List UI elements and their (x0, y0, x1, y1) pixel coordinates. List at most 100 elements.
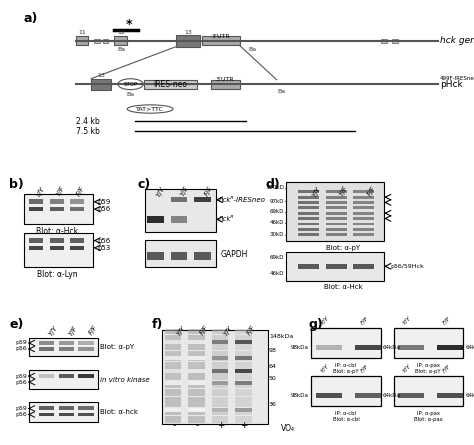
FancyBboxPatch shape (165, 381, 181, 385)
FancyBboxPatch shape (353, 190, 374, 194)
Text: p56: p56 (16, 380, 27, 384)
FancyBboxPatch shape (212, 405, 228, 407)
FancyBboxPatch shape (353, 212, 374, 215)
FancyBboxPatch shape (165, 340, 181, 342)
FancyBboxPatch shape (24, 194, 93, 224)
FancyBboxPatch shape (355, 393, 381, 398)
FancyBboxPatch shape (212, 408, 228, 410)
Text: F/F: F/F (199, 324, 210, 336)
FancyBboxPatch shape (212, 353, 228, 356)
FancyBboxPatch shape (212, 410, 228, 413)
FancyBboxPatch shape (79, 406, 94, 410)
Text: 13: 13 (184, 30, 192, 35)
FancyBboxPatch shape (353, 201, 374, 204)
Text: Ba: Ba (127, 92, 135, 97)
FancyBboxPatch shape (236, 380, 252, 383)
Text: *: * (126, 18, 132, 31)
FancyBboxPatch shape (189, 386, 205, 388)
FancyBboxPatch shape (398, 393, 424, 398)
FancyBboxPatch shape (189, 402, 205, 405)
FancyBboxPatch shape (326, 196, 347, 199)
FancyBboxPatch shape (144, 80, 197, 89)
FancyBboxPatch shape (189, 343, 205, 345)
Text: F/F: F/F (246, 324, 257, 336)
FancyBboxPatch shape (39, 341, 54, 345)
FancyBboxPatch shape (171, 197, 187, 202)
FancyBboxPatch shape (326, 217, 347, 220)
FancyBboxPatch shape (212, 386, 228, 388)
FancyBboxPatch shape (212, 408, 228, 412)
Text: p59: p59 (16, 340, 27, 345)
Text: b): b) (9, 178, 24, 191)
Text: Y/Y: Y/Y (175, 324, 187, 337)
Text: a): a) (24, 12, 38, 25)
Text: 3’UTR: 3’UTR (211, 34, 230, 39)
FancyBboxPatch shape (29, 199, 43, 204)
FancyBboxPatch shape (49, 199, 64, 204)
FancyBboxPatch shape (165, 337, 181, 340)
FancyBboxPatch shape (236, 369, 252, 373)
FancyBboxPatch shape (165, 394, 181, 396)
FancyBboxPatch shape (353, 196, 374, 199)
FancyBboxPatch shape (165, 335, 181, 337)
FancyBboxPatch shape (437, 393, 463, 398)
FancyBboxPatch shape (165, 408, 181, 410)
Text: Blot: α-Hck: Blot: α-Hck (36, 227, 79, 236)
FancyBboxPatch shape (212, 381, 228, 385)
Text: p53: p53 (97, 245, 110, 251)
FancyBboxPatch shape (236, 359, 252, 361)
FancyBboxPatch shape (189, 364, 205, 367)
FancyBboxPatch shape (194, 197, 211, 202)
FancyBboxPatch shape (189, 340, 205, 344)
Text: 97kD: 97kD (270, 198, 284, 204)
FancyBboxPatch shape (353, 217, 374, 220)
Text: 11: 11 (78, 30, 86, 35)
FancyBboxPatch shape (212, 340, 228, 342)
Text: Y/Y: Y/Y (48, 324, 59, 337)
FancyBboxPatch shape (79, 374, 94, 378)
Text: Ba: Ba (277, 89, 285, 94)
FancyBboxPatch shape (91, 79, 111, 90)
Text: STOP: STOP (123, 82, 137, 87)
FancyBboxPatch shape (236, 367, 252, 369)
FancyBboxPatch shape (59, 341, 74, 345)
FancyBboxPatch shape (189, 359, 205, 361)
FancyBboxPatch shape (212, 337, 228, 340)
FancyBboxPatch shape (212, 335, 228, 337)
FancyBboxPatch shape (236, 408, 252, 412)
FancyBboxPatch shape (165, 408, 181, 412)
FancyBboxPatch shape (212, 416, 228, 418)
FancyBboxPatch shape (29, 207, 43, 211)
FancyBboxPatch shape (39, 347, 54, 351)
FancyBboxPatch shape (298, 264, 319, 268)
FancyBboxPatch shape (212, 345, 228, 348)
FancyBboxPatch shape (298, 233, 319, 236)
FancyBboxPatch shape (189, 408, 205, 410)
Text: p56: p56 (97, 206, 110, 212)
Text: IP: α-pax
Blot: α-pY: IP: α-pax Blot: α-pY (415, 364, 441, 374)
FancyBboxPatch shape (236, 400, 252, 402)
FancyBboxPatch shape (236, 410, 252, 413)
Text: 36: 36 (269, 402, 277, 407)
FancyBboxPatch shape (212, 343, 228, 345)
FancyBboxPatch shape (165, 388, 181, 391)
FancyBboxPatch shape (236, 370, 252, 372)
FancyBboxPatch shape (326, 222, 347, 226)
FancyBboxPatch shape (189, 337, 205, 340)
FancyBboxPatch shape (165, 351, 181, 353)
FancyBboxPatch shape (236, 397, 252, 399)
FancyBboxPatch shape (189, 408, 205, 412)
Ellipse shape (127, 105, 173, 113)
FancyBboxPatch shape (29, 402, 99, 422)
Text: 64kDa: 64kDa (465, 393, 474, 398)
Text: 64kDa: 64kDa (465, 345, 474, 350)
FancyBboxPatch shape (326, 206, 347, 210)
Text: 64: 64 (269, 364, 277, 369)
FancyBboxPatch shape (165, 370, 181, 372)
FancyBboxPatch shape (165, 356, 181, 359)
Text: 50: 50 (269, 376, 277, 381)
Text: F/F: F/F (88, 324, 99, 336)
FancyBboxPatch shape (165, 353, 181, 356)
FancyBboxPatch shape (212, 402, 228, 405)
FancyBboxPatch shape (145, 189, 216, 232)
